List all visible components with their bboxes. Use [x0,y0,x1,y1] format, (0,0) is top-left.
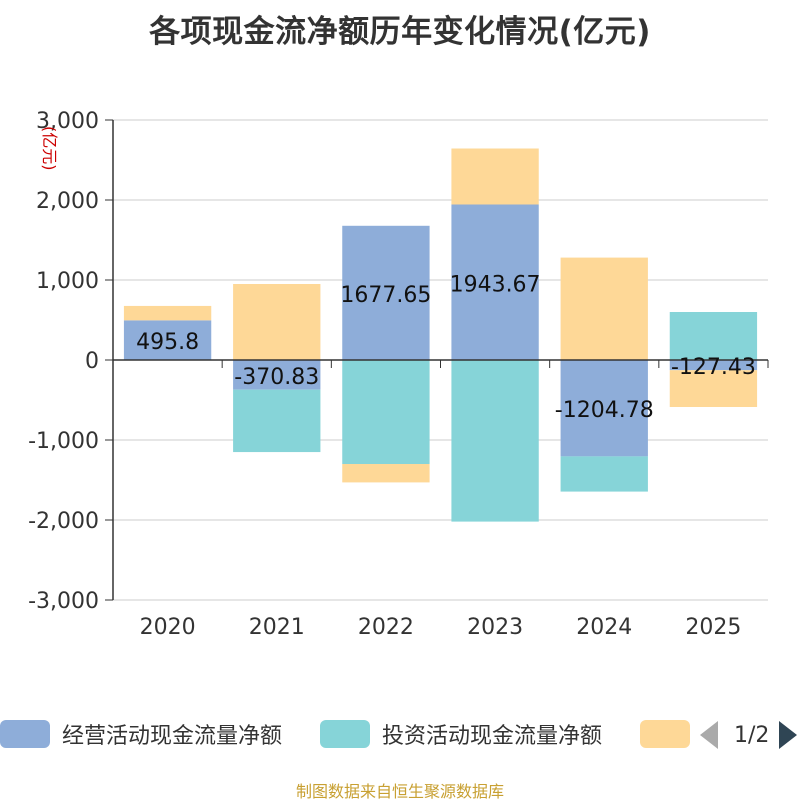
legend-item-operating[interactable]: 经营活动现金流量净额 [0,716,282,752]
legend-swatch-third [640,720,690,748]
y-tick-label: -3,000 [28,589,99,614]
x-tick-label: 2023 [467,615,523,640]
y-tick-label: -2,000 [28,509,99,534]
bar-segment [123,305,212,321]
stacked-bar-chart: -3,000 -2,000 -1,000 0 1,000 2,000 3,000 2020 20… [28,109,769,640]
bar-segment [560,360,648,457]
x-tick-label: 2024 [576,615,632,640]
y-tick-label: 0 [85,349,99,374]
bar-segment [669,370,758,407]
data-label: -127.43 [671,355,756,380]
y-tick-label: 1,000 [36,269,99,294]
data-source-note: 制图数据来自恒生聚源数据库 [295,782,504,801]
legend: 经营活动现金流量净额 投资活动现金流量净额 1/2 [0,716,800,752]
bar-segment [123,320,212,360]
bar-segment [451,148,539,205]
next-page-icon[interactable] [779,721,798,749]
x-tick-label: 2022 [358,615,414,640]
data-label: 1943.67 [450,272,541,297]
legend-swatch-operating [0,720,50,748]
bars [123,148,758,522]
legend-page-indicator: 1/2 [734,722,770,748]
x-tick-label: 2021 [249,615,305,640]
legend-label-investing: 投资活动现金流量净额 [382,724,603,749]
y-tick-label: 2,000 [36,189,99,214]
bar-segment [669,312,758,360]
x-tick-label: 2025 [685,615,741,640]
bar-segment [342,360,430,464]
bar-segment [342,464,430,483]
x-tick-label: 2020 [140,615,196,640]
data-label: -1204.78 [555,398,654,423]
legend-swatch-investing [320,720,370,748]
bar-segment [233,360,321,390]
legend-item-investing[interactable]: 投资活动现金流量净额 [320,716,602,752]
legend-item-third[interactable] [640,716,702,752]
axes: -3,000 -2,000 -1,000 0 1,000 2,000 3,000 2020 20… [28,109,769,640]
y-tick-label: 3,000 [36,109,99,134]
bar-segment [451,204,539,360]
data-label: 495.8 [136,330,199,355]
prev-page-icon[interactable] [700,721,718,749]
chart-title: 各项现金流净额历年变化情况(亿元) [149,14,651,50]
bar-segment [233,284,321,360]
bar-segment [560,456,648,492]
data-label: 1677.65 [340,283,431,308]
data-label: -370.83 [234,365,319,390]
y-tick-label: -1,000 [28,429,99,454]
bar-segment [233,389,321,453]
legend-label-operating: 经营活动现金流量净额 [62,724,283,749]
legend-pager: 1/2 [700,720,798,750]
bar-segment [560,257,648,360]
bar-segment [342,225,430,360]
bar-segment [451,360,539,522]
data-labels: 495.8 -370.83 1677.65 1943.67 -1204.78 -127.4… [136,272,756,423]
y-axis-unit: (亿元) [40,126,59,171]
bar-segment [669,360,758,371]
y-axis-unit-label: (亿元) [40,126,59,171]
